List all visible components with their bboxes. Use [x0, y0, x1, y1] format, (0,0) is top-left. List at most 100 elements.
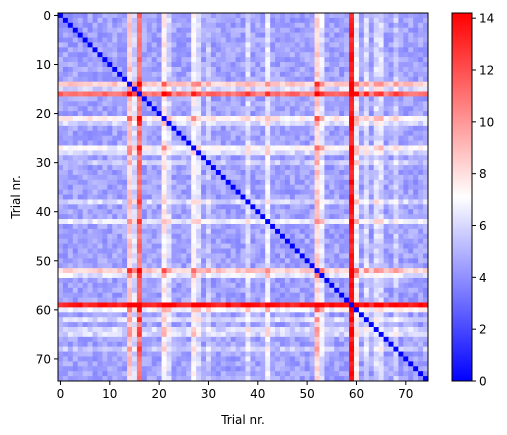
heatmap-cell	[58, 86, 64, 92]
heatmap-cell	[250, 32, 256, 38]
heatmap-cell	[309, 62, 315, 68]
heatmap-cell	[368, 179, 375, 186]
heatmap-cell	[349, 155, 355, 161]
heatmap-cell	[339, 263, 345, 269]
heatmap-cell	[92, 96, 98, 102]
heatmap-cell	[146, 145, 153, 151]
heatmap-cell	[368, 13, 375, 19]
heatmap-cell	[408, 307, 414, 313]
heatmap-cell	[117, 174, 123, 181]
heatmap-cell	[82, 174, 88, 181]
heatmap-cell	[210, 282, 217, 289]
heatmap-cell	[206, 111, 212, 117]
heatmap-cell	[58, 263, 64, 269]
heatmap-cell	[117, 228, 123, 235]
heatmap-cell	[67, 243, 74, 249]
heatmap-cell	[176, 111, 182, 117]
heatmap-cell	[368, 101, 375, 107]
heatmap-cell	[112, 76, 118, 83]
heatmap-cell	[284, 17, 291, 24]
heatmap-cell	[275, 32, 281, 38]
heatmap-cell	[156, 27, 162, 33]
heatmap-cell	[363, 57, 370, 63]
heatmap-cell	[67, 150, 74, 156]
heatmap-cell	[358, 17, 365, 24]
heatmap-cell	[156, 223, 162, 230]
heatmap-cell	[314, 150, 320, 156]
heatmap-cell	[383, 170, 389, 176]
heatmap-cell	[210, 57, 217, 63]
heatmap-cell	[67, 66, 74, 73]
heatmap-cell	[201, 170, 207, 176]
heatmap-cell	[349, 170, 355, 176]
heatmap-cell	[378, 273, 384, 279]
heatmap-cell	[58, 52, 64, 58]
heatmap-cell	[210, 327, 217, 333]
heatmap-cell	[62, 120, 69, 127]
heatmap-cell	[339, 62, 345, 68]
heatmap-cell	[62, 17, 69, 24]
heatmap-cell	[206, 71, 212, 78]
heatmap-cell	[319, 62, 325, 68]
heatmap-cell	[122, 42, 128, 48]
heatmap-cell	[206, 209, 212, 215]
heatmap-cell	[117, 243, 123, 249]
heatmap-cell	[349, 238, 355, 244]
heatmap-cell	[280, 71, 286, 78]
heatmap-cell	[358, 189, 365, 195]
heatmap-cell	[344, 27, 350, 33]
heatmap-cell	[196, 27, 202, 33]
heatmap-cell	[201, 86, 207, 92]
heatmap-cell	[161, 223, 167, 230]
heatmap-cell	[294, 331, 301, 338]
heatmap-cell	[255, 312, 261, 318]
heatmap-cell	[319, 96, 325, 102]
heatmap-cell	[196, 322, 202, 328]
heatmap-cell	[176, 106, 182, 112]
heatmap-cell	[373, 130, 380, 137]
heatmap-cell	[201, 150, 207, 156]
heatmap-cell	[383, 165, 389, 171]
heatmap-cell	[146, 66, 153, 73]
heatmap-cell	[383, 248, 389, 254]
heatmap-cell	[260, 57, 266, 63]
heatmap-cell	[408, 277, 414, 284]
heatmap-cell	[92, 17, 98, 24]
heatmap-cell	[122, 204, 128, 210]
heatmap-cell	[107, 130, 113, 137]
heatmap-cell	[294, 22, 301, 29]
heatmap-cell	[418, 184, 424, 190]
heatmap-cell	[161, 37, 167, 43]
heatmap-cell	[97, 331, 103, 338]
heatmap-cell	[329, 263, 335, 269]
heatmap-cell	[368, 81, 375, 87]
heatmap-cell	[408, 165, 414, 171]
heatmap-cell	[418, 155, 424, 161]
heatmap-cell	[418, 47, 424, 53]
heatmap-cell	[245, 277, 251, 284]
heatmap-cell	[220, 125, 227, 132]
heatmap-cell	[299, 120, 306, 127]
heatmap-cell	[349, 66, 355, 73]
heatmap-cell	[383, 91, 389, 97]
heatmap-cell	[107, 150, 113, 156]
heatmap-cell	[225, 86, 232, 92]
heatmap-cell	[344, 209, 350, 215]
heatmap-cell	[299, 52, 306, 58]
heatmap-cell	[201, 199, 207, 205]
heatmap-cell	[156, 57, 162, 63]
heatmap-cell	[250, 302, 256, 308]
heatmap-cell	[117, 184, 123, 190]
heatmap-cell	[354, 307, 360, 313]
heatmap-cell	[235, 42, 241, 48]
heatmap-cell	[329, 155, 335, 161]
heatmap-cell	[319, 140, 325, 146]
heatmap-cell	[398, 62, 404, 68]
heatmap-cell	[408, 106, 414, 112]
heatmap-cell	[67, 81, 74, 87]
heatmap-cell	[87, 336, 93, 343]
heatmap-cell	[284, 331, 291, 338]
heatmap-cell	[398, 322, 404, 328]
heatmap-cell	[181, 130, 187, 137]
heatmap-cell	[166, 96, 172, 102]
